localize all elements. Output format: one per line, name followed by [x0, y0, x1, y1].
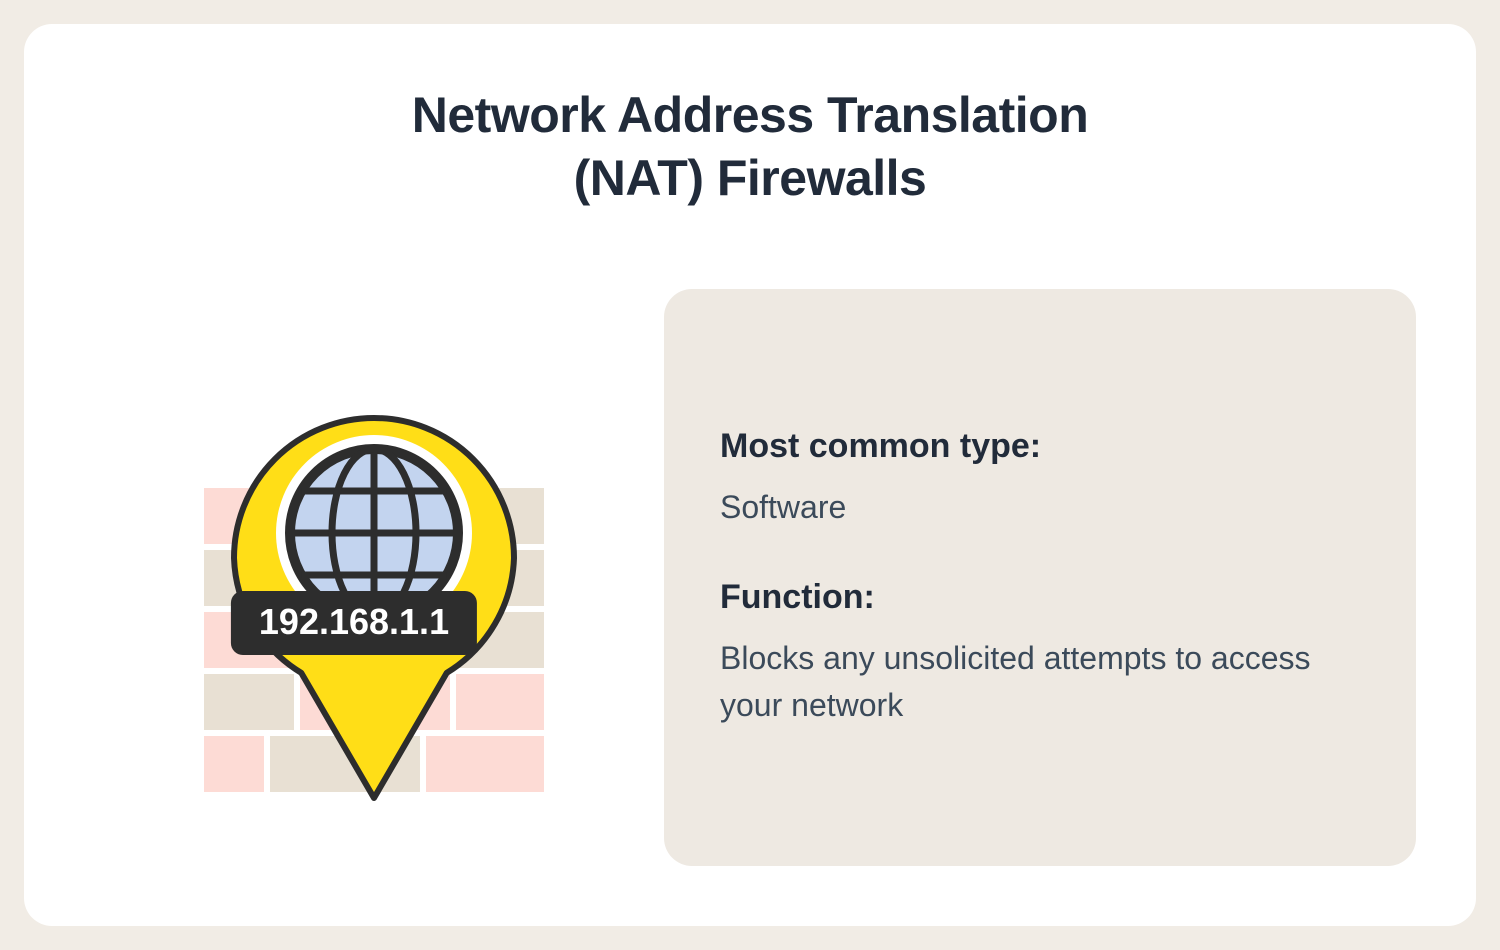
- page-background: Network Address Translation (NAT) Firewa…: [0, 0, 1500, 950]
- function-value: Blocks any unsolicited attempts to acces…: [720, 635, 1360, 728]
- spacer: [720, 548, 1360, 560]
- title-line-2: (NAT) Firewalls: [574, 150, 927, 206]
- type-label: Most common type:: [720, 427, 1360, 466]
- nat-illustration: 192.168.1.1: [84, 289, 624, 866]
- ip-address-label: 192.168.1.1: [231, 591, 477, 655]
- nat-illustration-svg: [84, 328, 624, 828]
- info-card: Network Address Translation (NAT) Firewa…: [24, 24, 1476, 926]
- content-row: 192.168.1.1 Most common type: Software F…: [84, 289, 1416, 866]
- title-line-1: Network Address Translation: [412, 87, 1089, 143]
- info-box: Most common type: Software Function: Blo…: [664, 289, 1416, 866]
- function-label: Function:: [720, 578, 1360, 617]
- type-value: Software: [720, 484, 1360, 530]
- card-title: Network Address Translation (NAT) Firewa…: [84, 84, 1416, 209]
